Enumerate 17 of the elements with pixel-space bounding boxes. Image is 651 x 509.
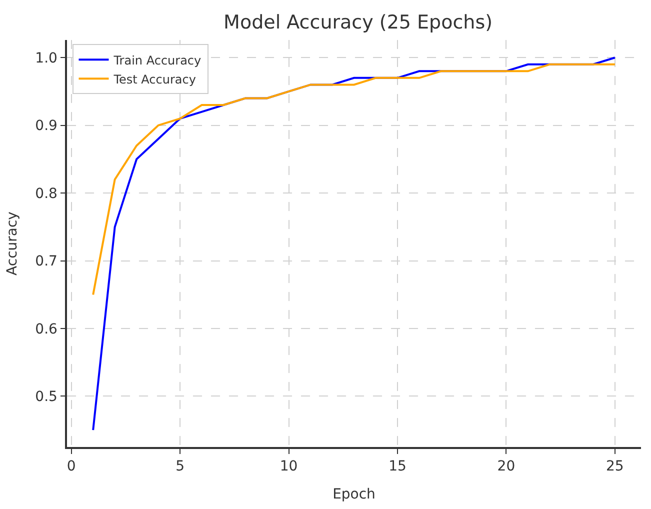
x-tick-label: 5 — [176, 458, 185, 475]
y-tick-label: 0.8 — [35, 186, 58, 202]
x-tick-label: 0 — [66, 458, 76, 475]
legend-label: Test Accuracy — [112, 72, 196, 86]
x-tick-label: 25 — [606, 458, 624, 475]
y-tick-label: 1.0 — [35, 50, 58, 67]
y-tick-label: 0.9 — [35, 118, 58, 134]
x-tick-label: 20 — [497, 458, 516, 475]
x-tick-label: 15 — [388, 458, 406, 475]
y-tick-label: 0.6 — [35, 321, 58, 338]
y-tick-label: 0.5 — [35, 389, 58, 406]
x-tick-label: 10 — [280, 458, 298, 475]
legend-label: Train Accuracy — [112, 53, 202, 68]
x-axis-title: Epoch — [332, 486, 376, 502]
y-tick-label: 0.7 — [35, 254, 58, 270]
y-axis-title: Accuracy — [4, 212, 20, 276]
chart-title: Model Accuracy (25 Epochs) — [224, 12, 493, 34]
